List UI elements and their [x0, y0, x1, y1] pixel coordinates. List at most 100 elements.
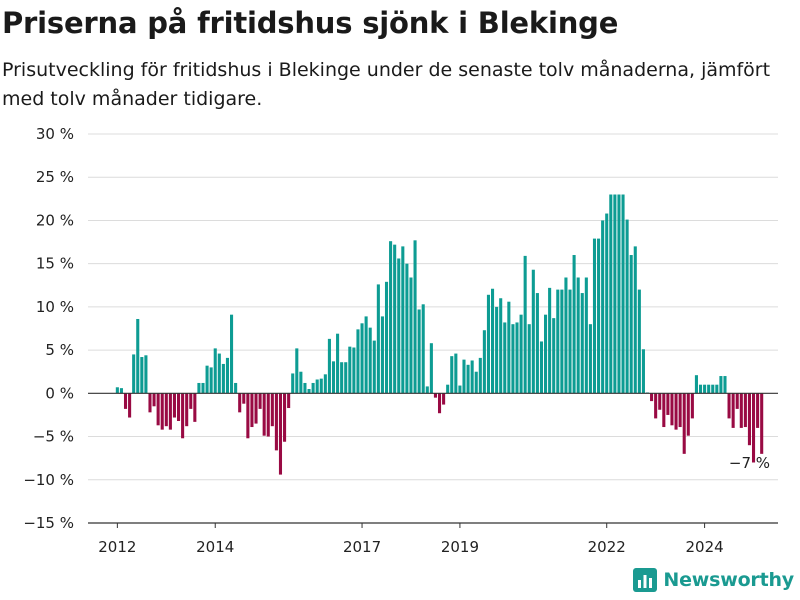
bar [711, 384, 715, 394]
bar [221, 363, 225, 394]
bar [478, 357, 482, 394]
bar [278, 393, 283, 475]
bar [539, 341, 544, 394]
y-tick-label: 20 % [36, 211, 74, 229]
bar [315, 379, 319, 394]
axes: −15 % −10 % −5 % 0 % 5 % 10 % 15 % 20 % 25 % 30 %… [23, 125, 778, 556]
bar [274, 393, 278, 451]
bar [515, 322, 519, 394]
bar [482, 330, 486, 394]
bar [707, 384, 711, 394]
bar [450, 356, 454, 394]
bar [511, 324, 515, 394]
x-tick-label: 2014 [196, 538, 234, 556]
x-tick-label: 2017 [343, 538, 381, 556]
bar [633, 246, 637, 394]
bar [376, 284, 380, 394]
bar [621, 194, 625, 394]
bar [295, 348, 299, 394]
y-tick-label: 5 % [45, 341, 74, 359]
x-tick-label: 2019 [441, 538, 479, 556]
bar [185, 393, 189, 427]
bar [751, 393, 756, 463]
newsworthy-brand: Newsworthy [633, 568, 794, 592]
bar [560, 289, 564, 394]
bar [360, 323, 364, 394]
bar [552, 318, 556, 394]
bar [217, 353, 221, 394]
bar [323, 374, 327, 394]
bar [213, 348, 217, 394]
bar [462, 359, 466, 394]
bar [446, 384, 450, 394]
x-tick-label: 2022 [588, 538, 626, 556]
bar [682, 393, 686, 454]
bar [442, 393, 446, 405]
bar [393, 244, 397, 394]
bar [144, 355, 148, 394]
bar [303, 382, 307, 394]
bar [152, 393, 156, 407]
bar [172, 393, 176, 418]
bar [230, 314, 234, 394]
bar [250, 393, 254, 428]
bar [727, 393, 731, 419]
bar [605, 213, 609, 394]
bar [609, 194, 613, 394]
bar [650, 393, 654, 402]
bar [193, 393, 197, 422]
bar [743, 393, 747, 428]
bar [201, 382, 205, 394]
bar [380, 316, 384, 394]
bar [344, 362, 348, 394]
bar [703, 384, 707, 394]
bar [625, 219, 629, 394]
bar [666, 393, 670, 415]
bar [674, 393, 678, 430]
bar [527, 324, 531, 394]
bar [698, 384, 703, 394]
bar [254, 393, 258, 424]
bar-series [115, 194, 764, 475]
brand-name: Newsworthy [663, 569, 794, 591]
bar [331, 361, 336, 394]
bar [238, 393, 242, 413]
bar [739, 393, 743, 428]
bar [115, 387, 119, 394]
bar [242, 393, 246, 404]
bar [123, 393, 128, 409]
bar [319, 378, 323, 394]
bar [234, 382, 238, 394]
bar [597, 238, 601, 394]
y-tick-label: −15 % [23, 514, 74, 532]
bar [425, 386, 429, 394]
bar [389, 241, 393, 394]
bar [715, 384, 719, 394]
bar [176, 393, 181, 421]
bar [719, 376, 723, 394]
bar [629, 255, 633, 394]
bar [266, 393, 270, 437]
bar [299, 371, 303, 394]
bar-chart-logo-icon [633, 568, 658, 592]
bar [613, 194, 617, 394]
bar [531, 269, 535, 394]
annotation-label: −7 % [729, 454, 770, 472]
bar [417, 309, 421, 394]
bar [572, 255, 576, 394]
bar [690, 393, 694, 419]
bar [756, 393, 760, 428]
bar [148, 393, 152, 413]
bar [678, 393, 682, 428]
bar [164, 393, 168, 427]
bar [747, 393, 751, 446]
bar [205, 365, 209, 394]
chart-title: Priserna på fritidshus sjönk i Blekinge [2, 6, 619, 40]
bar [564, 277, 568, 394]
bar [262, 393, 266, 436]
bar [421, 304, 425, 394]
bar [437, 393, 442, 414]
bar [405, 263, 409, 394]
bar [731, 393, 735, 428]
bar [580, 293, 584, 394]
